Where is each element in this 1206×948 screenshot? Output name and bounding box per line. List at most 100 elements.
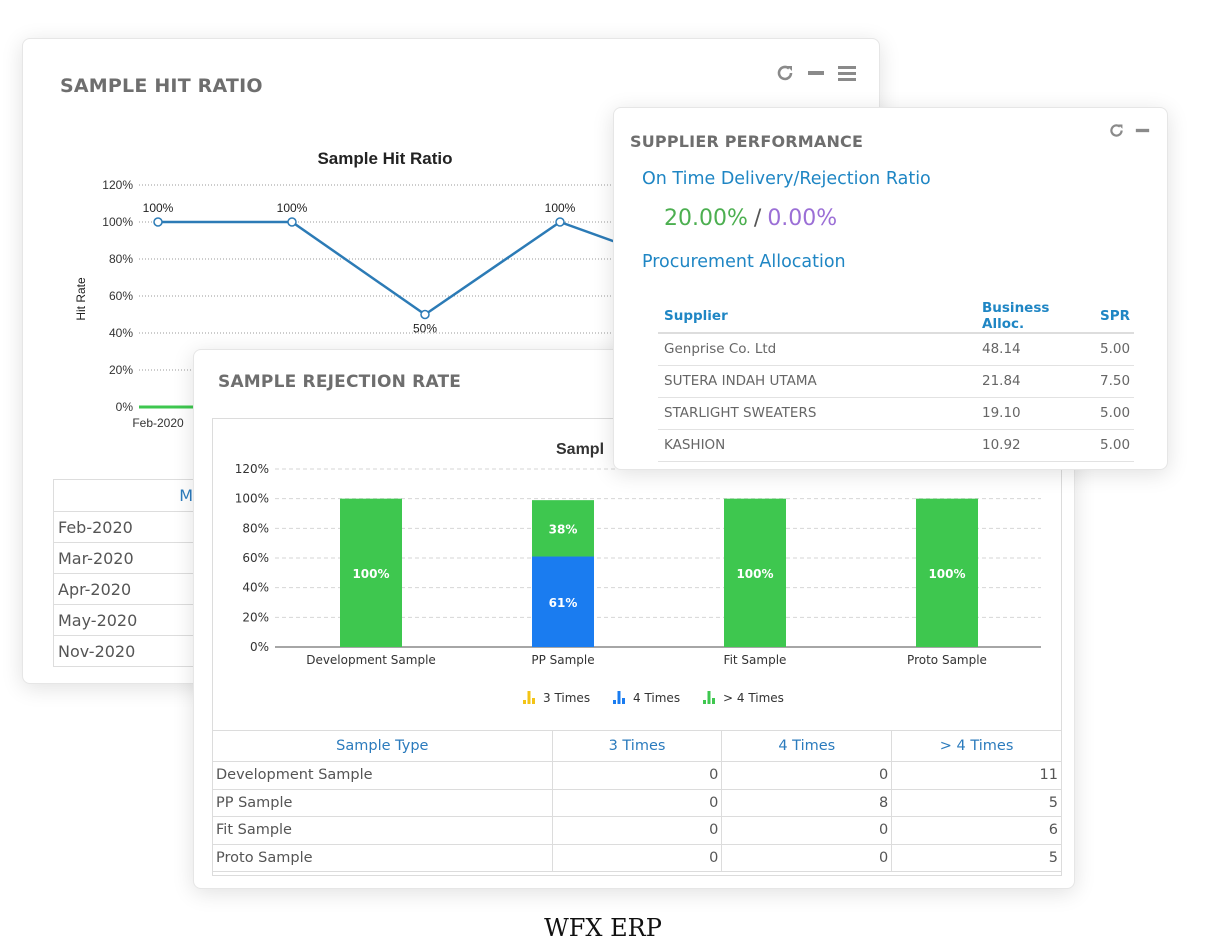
data-label: 100% xyxy=(545,201,576,215)
otd-value: 20.00% xyxy=(664,206,748,231)
supplier-cell: Genprise Co. Ltd xyxy=(658,333,976,366)
table-row: Genprise Co. Ltd 48.14 5.00 xyxy=(658,333,1134,366)
table-row: May-2020 xyxy=(53,604,213,636)
y-tick-label: 20% xyxy=(109,363,133,377)
four-times-header[interactable]: 4 Times xyxy=(721,730,893,762)
y-tick-label: 100% xyxy=(102,215,133,229)
table-row: Nov-2020 xyxy=(53,635,213,667)
procurement-heading: Procurement Allocation xyxy=(642,252,846,272)
hit-ratio-chart: Sample Hit Ratio 0% 20% 40% 60% 80% 100% 120% Hi… xyxy=(74,149,663,430)
bar-label: 38% xyxy=(549,522,578,536)
legend-swatch xyxy=(712,698,715,704)
three-times-cell: 0 xyxy=(551,843,723,872)
bar-segment xyxy=(532,556,594,647)
ratio-separator: / xyxy=(753,206,762,231)
table-row: PP Sample 0 8 5 xyxy=(212,788,1062,817)
table-row: Fit Sample 0 0 6 xyxy=(212,816,1062,845)
supplier-card-title: SUPPLIER PERFORMANCE xyxy=(630,132,864,151)
legend-label: 3 Times xyxy=(543,691,590,705)
chart-title: Sample Hit Ratio xyxy=(317,149,452,168)
minimize-icon[interactable] xyxy=(807,63,825,83)
four-times-cell: 0 xyxy=(721,816,893,845)
alloc-cell: 21.84 xyxy=(976,365,1094,398)
supplier-performance-card: SUPPLIER PERFORMANCE On Time Delivery/Re… xyxy=(613,107,1168,470)
spr-cell: 5.00 xyxy=(1094,397,1134,430)
y-tick-label: 120% xyxy=(102,178,133,192)
y-tick-label: 20% xyxy=(242,610,269,624)
table-row: Proto Sample 0 0 5 xyxy=(212,843,1062,872)
three-times-cell: 0 xyxy=(551,816,723,845)
supplier-cell: KASHION xyxy=(658,429,976,462)
alloc-cell: 48.14 xyxy=(976,333,1094,366)
bar-label: 100% xyxy=(736,567,773,581)
page-caption: WFX ERP xyxy=(544,914,662,942)
three-times-cell: 0 xyxy=(551,761,723,790)
y-tick-label: 60% xyxy=(242,551,269,565)
month-cell: Mar-2020 xyxy=(53,542,213,574)
x-tick-label: Proto Sample xyxy=(907,653,987,667)
x-tick-label: Fit Sample xyxy=(724,653,787,667)
three-times-cell: 0 xyxy=(551,788,723,817)
supplier-header[interactable]: Supplier xyxy=(658,300,976,334)
four-times-cell: 0 xyxy=(721,843,893,872)
legend-swatch xyxy=(703,700,706,704)
otd-ratio: 20.00%/0.00% xyxy=(664,206,837,231)
supplier-cell: SUTERA INDAH UTAMA xyxy=(658,365,976,398)
month-cell: May-2020 xyxy=(53,604,213,636)
four-times-cell: 8 xyxy=(721,788,893,817)
bar-label: 100% xyxy=(928,567,965,581)
three-times-header[interactable]: 3 Times xyxy=(551,730,723,762)
alloc-cell: 10.92 xyxy=(976,429,1094,462)
legend-swatch xyxy=(617,691,621,704)
spr-header[interactable]: SPR xyxy=(1094,300,1134,334)
y-tick-label: 60% xyxy=(109,289,133,303)
sample-type-cell: PP Sample xyxy=(212,788,553,817)
bar-label: 100% xyxy=(352,567,389,581)
y-axis-label: Hit Rate xyxy=(74,277,88,321)
spr-cell: 5.00 xyxy=(1094,429,1134,462)
legend-swatch xyxy=(532,698,535,704)
month-cell: Apr-2020 xyxy=(53,573,213,605)
bar-label: 61% xyxy=(549,596,578,610)
more-than-four-header[interactable]: > 4 Times xyxy=(891,730,1062,762)
more-than-four-cell: 5 xyxy=(891,843,1062,872)
month-cell: Feb-2020 xyxy=(53,511,213,543)
legend-swatch xyxy=(527,691,531,704)
data-label: 50% xyxy=(413,322,437,336)
four-times-cell: 0 xyxy=(721,761,893,790)
bar-segment xyxy=(532,500,594,557)
more-than-four-cell: 11 xyxy=(891,761,1062,790)
sample-type-header[interactable]: Sample Type xyxy=(212,730,553,762)
y-tick-label: 0% xyxy=(250,640,269,654)
data-label: 100% xyxy=(143,201,174,215)
bar-segment xyxy=(916,498,978,647)
month-column-header[interactable]: Mon xyxy=(53,479,213,512)
data-point xyxy=(153,217,163,227)
business-alloc-header[interactable]: Business Alloc. xyxy=(976,300,1094,334)
legend-swatch xyxy=(613,700,616,704)
y-tick-label: 100% xyxy=(235,492,269,506)
hit-month-table: Mon Feb-2020 Mar-2020 Apr-2020 May-2020 … xyxy=(53,479,213,667)
sample-type-cell: Development Sample xyxy=(212,761,553,790)
table-row: Mar-2020 xyxy=(53,542,213,574)
sample-type-cell: Proto Sample xyxy=(212,843,553,872)
y-tick-label: 80% xyxy=(242,521,269,535)
minimize-icon[interactable] xyxy=(1135,122,1150,139)
y-tick-label: 120% xyxy=(235,462,269,476)
rejection-card-title: SAMPLE REJECTION RATE xyxy=(218,372,462,392)
refresh-icon[interactable] xyxy=(775,63,795,83)
x-tick-label: Feb-2020 xyxy=(132,416,184,430)
procurement-table: Supplier Business Alloc. SPR Genprise Co… xyxy=(658,300,1134,462)
table-row: Feb-2020 xyxy=(53,511,213,543)
legend-swatch xyxy=(523,700,526,704)
hit-rate-line xyxy=(158,220,663,317)
menu-icon[interactable] xyxy=(837,63,857,83)
more-than-four-cell: 6 xyxy=(891,816,1062,845)
rejection-rate-chart: Sampl0%20%40%60%80%100%120%0%100%Develop… xyxy=(235,441,1041,705)
refresh-icon[interactable] xyxy=(1108,122,1125,139)
spr-cell: 7.50 xyxy=(1094,365,1134,398)
legend-label: 4 Times xyxy=(633,691,680,705)
legend-swatch xyxy=(707,691,711,704)
legend-swatch xyxy=(622,698,625,704)
table-row: Apr-2020 xyxy=(53,573,213,605)
